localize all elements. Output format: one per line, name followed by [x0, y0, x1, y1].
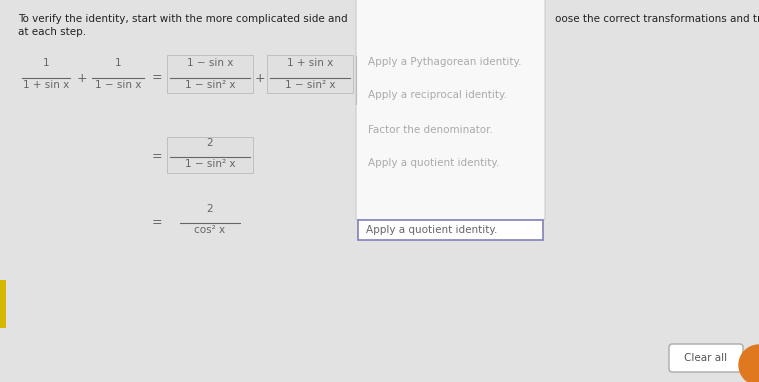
Text: +: +: [255, 71, 266, 84]
FancyBboxPatch shape: [267, 55, 353, 93]
Text: =: =: [152, 151, 162, 163]
Text: =: =: [152, 71, 162, 84]
FancyBboxPatch shape: [669, 344, 743, 372]
FancyBboxPatch shape: [356, 0, 545, 220]
Text: Apply a quotient identity.: Apply a quotient identity.: [366, 225, 497, 235]
Text: 2: 2: [206, 204, 213, 214]
Text: Factor the denominator.: Factor the denominator.: [368, 125, 493, 135]
Text: 1 − sin² x: 1 − sin² x: [184, 159, 235, 169]
FancyBboxPatch shape: [0, 280, 6, 328]
Text: 1 − sin² x: 1 − sin² x: [285, 80, 335, 90]
Text: Apply a Pythagorean identity.: Apply a Pythagorean identity.: [368, 57, 521, 67]
Text: =: =: [152, 217, 162, 230]
Text: 1 − sin x: 1 − sin x: [95, 80, 141, 90]
Text: at each step.: at each step.: [18, 27, 86, 37]
Text: Apply a quotient identity.: Apply a quotient identity.: [368, 158, 499, 168]
Text: Apply a reciprocal identity.: Apply a reciprocal identity.: [368, 90, 507, 100]
Circle shape: [739, 345, 759, 382]
Text: To verify the identity, start with the more complicated side and: To verify the identity, start with the m…: [18, 14, 348, 24]
Text: 1 − sin x: 1 − sin x: [187, 58, 233, 68]
Text: Clear all: Clear all: [685, 353, 728, 363]
Text: cos² x: cos² x: [194, 225, 225, 235]
FancyBboxPatch shape: [358, 220, 543, 240]
Text: 1: 1: [115, 58, 121, 68]
Text: +: +: [77, 71, 87, 84]
FancyBboxPatch shape: [167, 55, 253, 93]
FancyBboxPatch shape: [167, 137, 253, 173]
Text: 1 + sin x: 1 + sin x: [23, 80, 69, 90]
Text: 1: 1: [43, 58, 49, 68]
Text: oose the correct transformations and transfo: oose the correct transformations and tra…: [555, 14, 759, 24]
Text: 1 + sin x: 1 + sin x: [287, 58, 333, 68]
Text: 2: 2: [206, 138, 213, 148]
Text: 1 − sin² x: 1 − sin² x: [184, 80, 235, 90]
